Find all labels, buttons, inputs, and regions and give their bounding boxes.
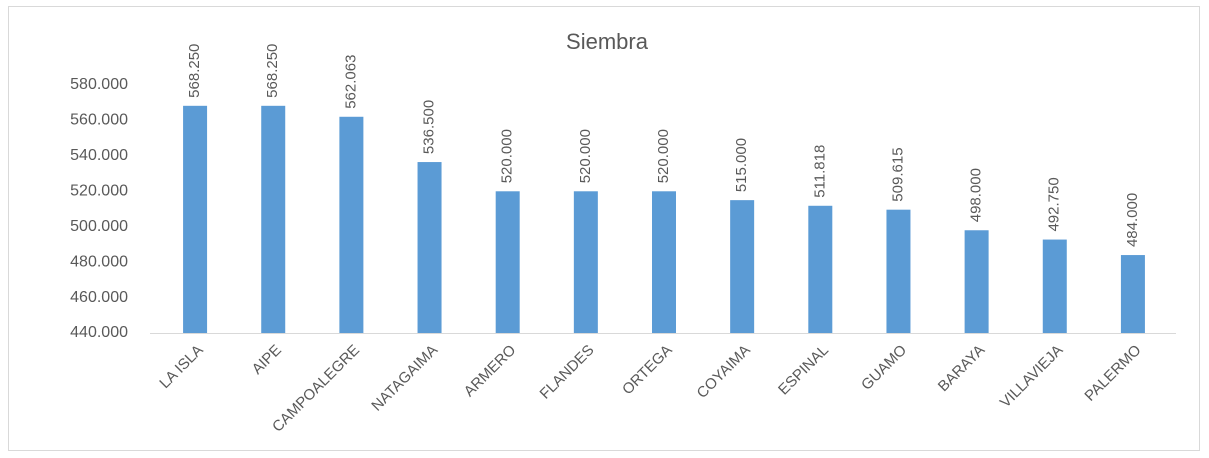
value-label: 511.818 [811, 145, 828, 198]
bar [652, 191, 676, 333]
y-tick-label: 580.000 [70, 76, 128, 93]
value-label: 520.000 [655, 129, 672, 183]
value-label: 568.250 [186, 44, 203, 98]
value-label: 515.000 [733, 138, 750, 192]
bar [964, 230, 989, 333]
y-tick-label: 540.000 [70, 147, 128, 164]
y-tick-label: 460.000 [70, 289, 128, 306]
y-tick-label: 480.000 [70, 253, 128, 270]
chart-title: Siembra [566, 29, 649, 54]
bar [417, 162, 442, 333]
bar [1120, 255, 1145, 333]
value-label: 520.000 [499, 129, 516, 183]
bar [1042, 239, 1067, 333]
y-tick-label: 560.000 [70, 112, 128, 129]
bar [730, 200, 755, 333]
value-label: 484.000 [1124, 193, 1141, 247]
bar [183, 105, 208, 333]
value-label: 536.500 [421, 100, 438, 154]
value-label: 568.250 [264, 44, 281, 98]
value-label: 509.615 [889, 147, 906, 201]
bar [573, 191, 598, 333]
value-label: 520.000 [577, 129, 594, 183]
y-tick-label: 520.000 [70, 183, 128, 200]
bar [495, 191, 520, 333]
value-label: 498.000 [968, 168, 985, 222]
bar [261, 105, 286, 333]
value-label: 562.063 [342, 55, 359, 109]
value-label: 492.750 [1046, 177, 1063, 231]
y-tick-label: 500.000 [70, 218, 128, 235]
bar [808, 205, 833, 333]
y-tick-label: 440.000 [70, 324, 128, 341]
bar [339, 116, 364, 334]
bar [886, 209, 911, 333]
